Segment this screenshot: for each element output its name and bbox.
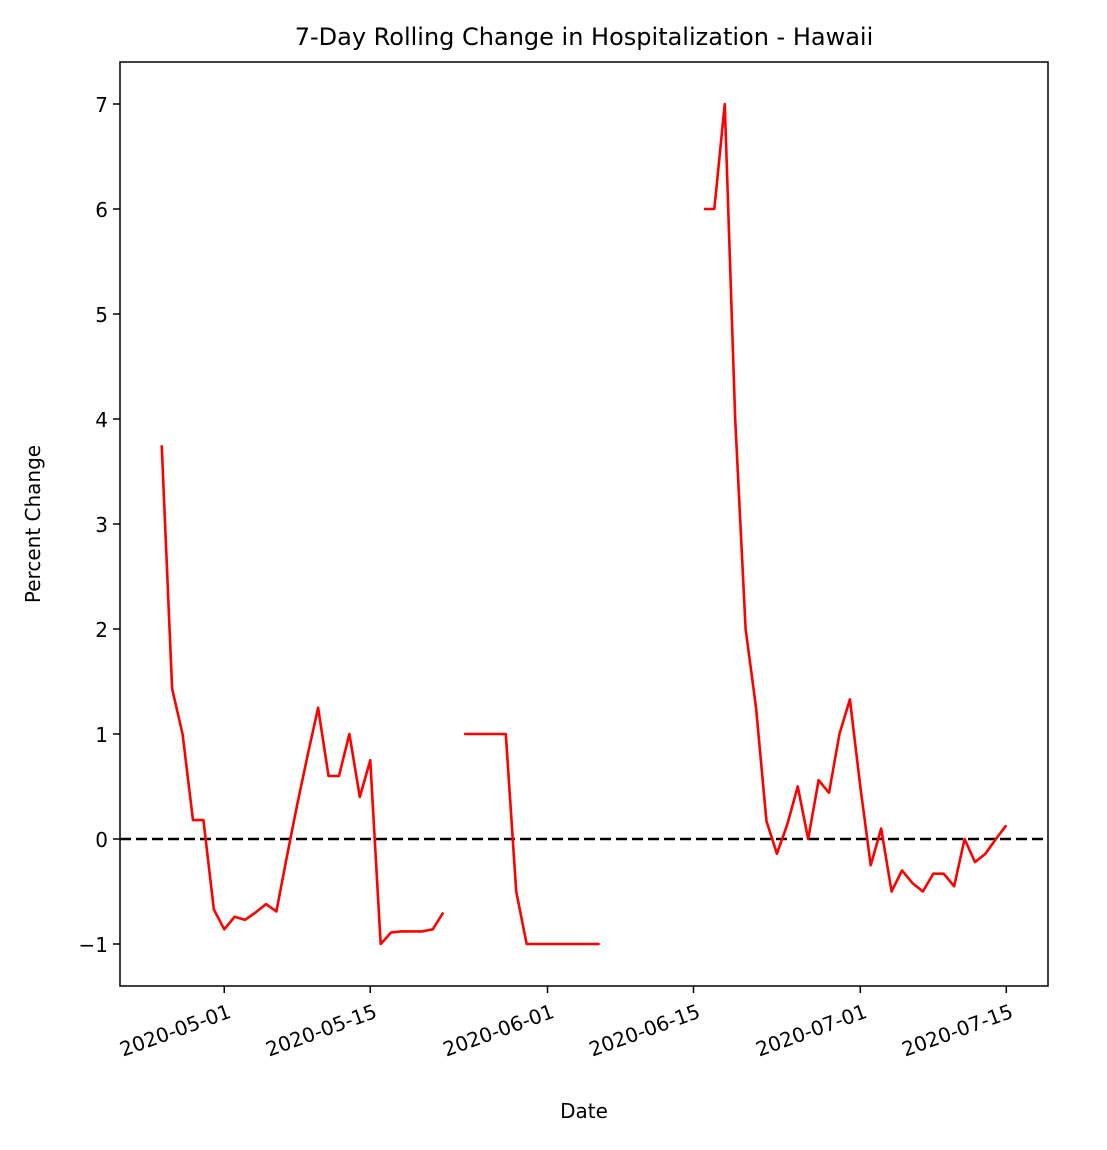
y-axis-ticks: −1 0 1 2 3 4 5 6 7: [79, 93, 120, 957]
plot-frame: [119, 61, 1049, 987]
series-line-segment: [160, 445, 445, 946]
y-tick-label: 4: [95, 408, 108, 432]
y-tick-label: 2: [95, 618, 108, 642]
y-tick-label: 1: [95, 723, 108, 747]
series-line-segment: [464, 732, 600, 946]
y-tick-label: −1: [79, 933, 108, 957]
series-group: [160, 102, 1008, 946]
series-line-segment: [703, 102, 1008, 893]
plot-area: [120, 102, 1048, 946]
x-axis-label: Date: [560, 1099, 608, 1123]
y-tick-label: 6: [95, 198, 108, 222]
chart-title: 7-Day Rolling Change in Hospitalization …: [295, 23, 874, 51]
y-tick-label: 7: [95, 93, 108, 117]
y-tick-label: 0: [95, 828, 108, 852]
y-axis-label: Percent Change: [21, 445, 45, 603]
y-tick-label: 3: [95, 513, 108, 537]
y-tick-label: 5: [95, 303, 108, 327]
